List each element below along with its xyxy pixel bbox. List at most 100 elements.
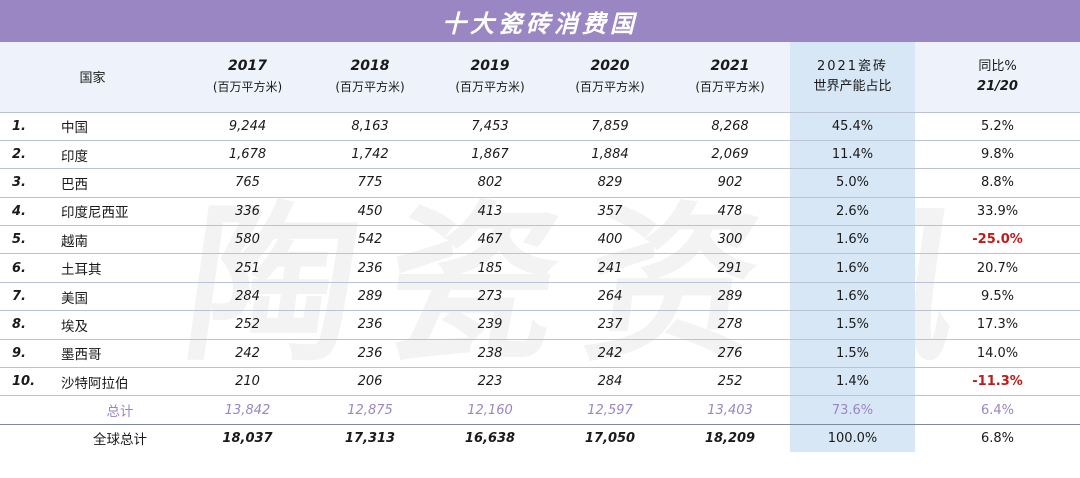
yoy-cell: 6.4% [915, 395, 1080, 425]
value-cell: 902 [670, 168, 791, 198]
share-cell: 1.6% [790, 281, 916, 311]
value-cell: 7,453 [430, 111, 551, 141]
value-cell: 291 [670, 253, 791, 283]
value-cell: 276 [670, 338, 791, 368]
rank-cell: 1. [0, 111, 55, 141]
yoy-cell: -11.3% [915, 367, 1080, 396]
rank-cell: 3. [0, 168, 55, 198]
value-cell: 2,069 [670, 139, 791, 169]
share-cell: 1.6% [790, 253, 916, 283]
year-header: 2021 (百万平方米) [695, 58, 765, 95]
value-cell: 289 [670, 281, 791, 311]
value-cell: 273 [430, 281, 551, 311]
value-cell: 829 [550, 168, 671, 198]
share-cell: 73.6% [790, 395, 916, 425]
table-row: 8. 埃及 252 236 239 237 278 1.5% 17.3% [0, 310, 1080, 340]
value-cell: 17,313 [310, 423, 431, 453]
year-header: 2019 (百万平方米) [455, 58, 525, 95]
table-row: 1. 中国 9,244 8,163 7,453 7,859 8,268 45.4% 5.2% [0, 111, 1080, 141]
value-cell: 13,403 [670, 395, 791, 425]
yoy-cell: 8.8% [915, 168, 1080, 198]
country-cell: 墨西哥 [55, 338, 186, 368]
country-header: 国家 [79, 71, 106, 87]
value-cell: 13,842 [185, 395, 311, 425]
value-cell: 18,037 [185, 423, 311, 453]
share-header: 2021瓷砖 世界产能占比 [790, 42, 916, 112]
yoy-cell: 20.7% [915, 253, 1080, 283]
table-row: 5. 越南 580 542 467 400 300 1.6% -25.0% [0, 225, 1080, 254]
country-cell: 埃及 [55, 310, 186, 340]
year-header: 2018 (百万平方米) [335, 58, 405, 95]
value-cell: 242 [185, 338, 311, 368]
value-cell: 542 [310, 225, 431, 254]
country-cell: 沙特阿拉伯 [55, 367, 186, 396]
yoy-cell: 6.8% [915, 423, 1080, 453]
value-cell: 580 [185, 225, 311, 254]
yoy-cell: 33.9% [915, 196, 1080, 226]
value-cell: 251 [185, 253, 311, 283]
share-cell: 5.0% [790, 168, 916, 198]
value-cell: 264 [550, 281, 671, 311]
table-body: 1. 中国 9,244 8,163 7,453 7,859 8,268 45.4% 5.2% 2.… [0, 111, 1080, 453]
value-cell: 284 [550, 367, 671, 396]
year-header: 2017 (百万平方米) [212, 58, 283, 95]
value-cell: 765 [185, 168, 311, 198]
yoy-cell: 9.5% [915, 281, 1080, 311]
page-title: 十大瓷砖消费国 [442, 9, 638, 38]
value-cell: 478 [670, 196, 791, 226]
yoy-cell: -25.0% [915, 225, 1080, 254]
value-cell: 336 [185, 196, 311, 226]
value-cell: 1,678 [185, 139, 311, 169]
value-cell: 775 [310, 168, 431, 198]
value-cell: 237 [550, 310, 671, 340]
value-cell: 239 [430, 310, 551, 340]
country-cell: 巴西 [55, 168, 186, 198]
value-cell: 7,859 [550, 111, 671, 141]
yoy-cell: 14.0% [915, 338, 1080, 368]
value-cell: 241 [550, 253, 671, 283]
value-cell: 300 [670, 225, 791, 254]
value-cell: 400 [550, 225, 671, 254]
value-cell: 12,875 [310, 395, 431, 425]
value-cell: 252 [670, 367, 791, 396]
subtotal-label: 总计 [55, 395, 186, 425]
country-cell: 美国 [55, 281, 186, 311]
value-cell: 12,160 [430, 395, 551, 425]
rank-cell: 6. [0, 253, 55, 283]
value-cell: 450 [310, 196, 431, 226]
rank-cell: 10. [0, 367, 55, 396]
value-cell: 9,244 [185, 111, 311, 141]
yoy-cell: 17.3% [915, 310, 1080, 340]
total-row: 全球总计 18,037 17,313 16,638 17,050 18,209 100.0%… [0, 423, 1080, 453]
value-cell: 236 [310, 338, 431, 368]
value-cell: 17,050 [550, 423, 671, 453]
yoy-cell: 9.8% [915, 139, 1080, 169]
rank-cell: 8. [0, 310, 55, 340]
yoy-header: 同比% 21/20 [977, 58, 1018, 94]
value-cell: 284 [185, 281, 311, 311]
value-cell: 223 [430, 367, 551, 396]
value-cell: 1,742 [310, 139, 431, 169]
header-row: 国家 2017 (百万平方米) 2018 (百万平方米) 2019 (百万平方米) 2… [0, 42, 1080, 112]
value-cell: 238 [430, 338, 551, 368]
value-cell: 210 [185, 367, 311, 396]
value-cell: 206 [310, 367, 431, 396]
value-cell: 16,638 [430, 423, 551, 453]
country-cell: 印度尼西亚 [55, 196, 186, 226]
value-cell: 252 [185, 310, 311, 340]
table-row: 4. 印度尼西亚 336 450 413 357 478 2.6% 33.9% [0, 196, 1080, 226]
value-cell: 12,597 [550, 395, 671, 425]
table-row: 3. 巴西 765 775 802 829 902 5.0% 8.8% [0, 168, 1080, 198]
value-cell: 8,268 [670, 111, 791, 141]
title-bar: 十大瓷砖消费国 [0, 0, 1080, 42]
value-cell: 802 [430, 168, 551, 198]
share-cell: 2.6% [790, 196, 916, 226]
value-cell: 289 [310, 281, 431, 311]
total-label: 全球总计 [55, 423, 186, 453]
share-cell: 1.5% [790, 338, 916, 368]
rank-cell: 9. [0, 338, 55, 368]
table-row: 7. 美国 284 289 273 264 289 1.6% 9.5% [0, 281, 1080, 311]
rank-cell [0, 423, 55, 453]
country-cell: 印度 [55, 139, 186, 169]
value-cell: 1,884 [550, 139, 671, 169]
